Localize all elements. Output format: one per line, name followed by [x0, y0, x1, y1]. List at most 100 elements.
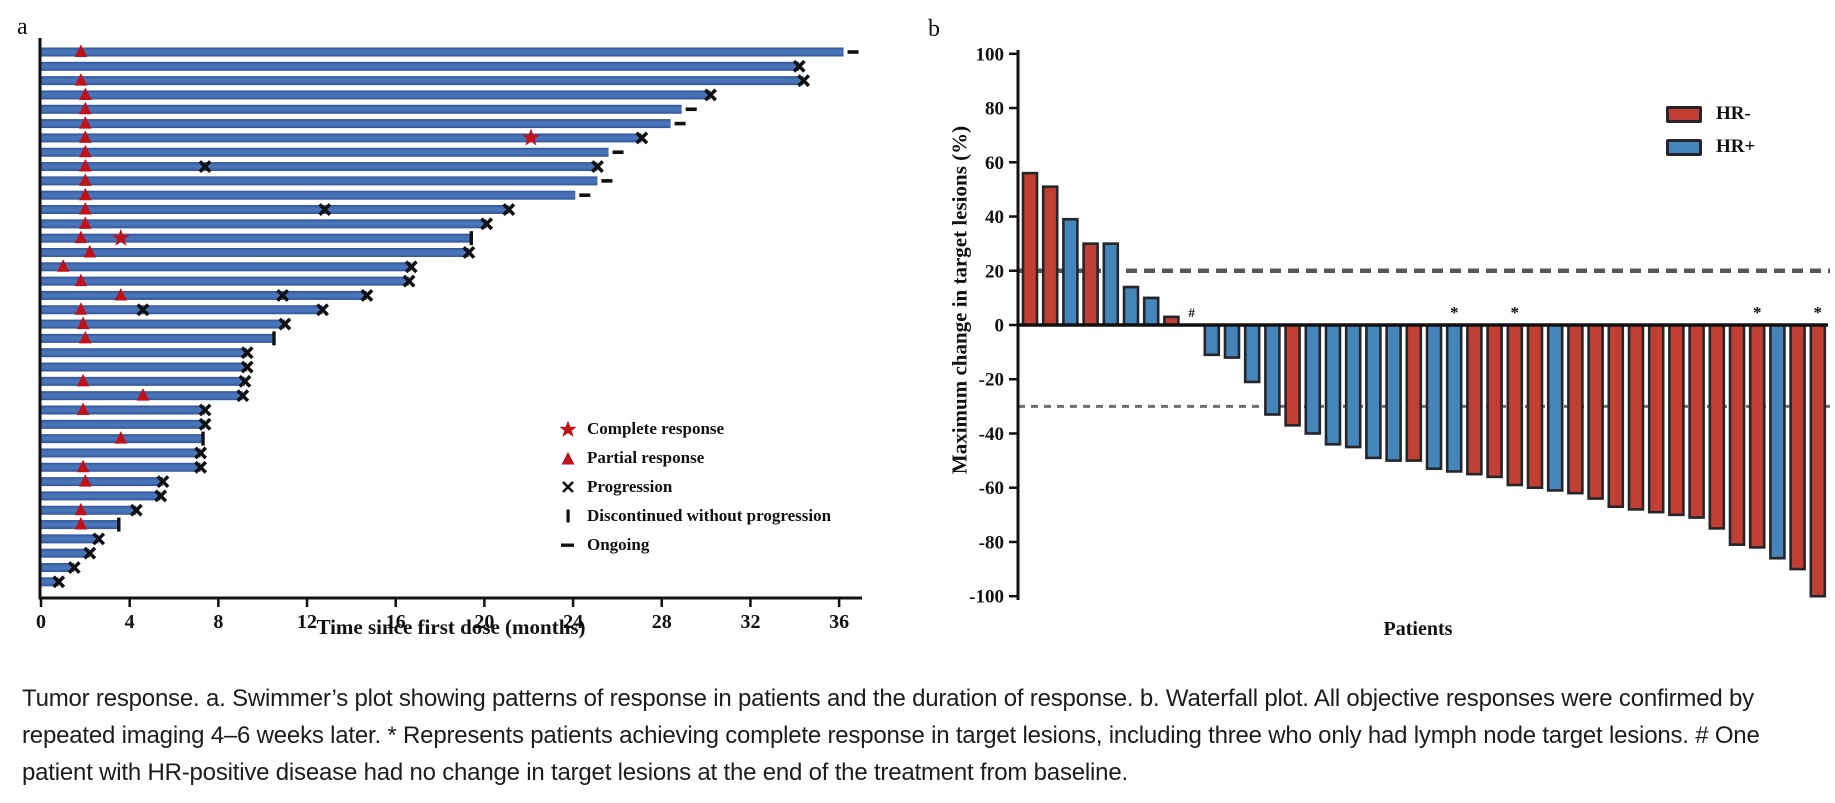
waterfall-bar	[1647, 323, 1665, 514]
progression-x-marker	[83, 546, 97, 560]
progression-x-marker	[52, 575, 66, 589]
partial-response-triangle	[76, 316, 90, 330]
partial-response-triangle	[136, 388, 150, 401]
swimmer-x-tick-label: 36	[829, 611, 849, 633]
no-change-hash-annotation: #	[1188, 305, 1195, 320]
waterfall-bar	[1405, 323, 1423, 462]
partial-response-triangle	[76, 402, 90, 415]
progression-x-marker	[92, 532, 106, 546]
progression-x-marker	[797, 74, 811, 88]
waterfall-bar	[1284, 323, 1301, 427]
waterfall-bar	[1567, 323, 1584, 495]
partial-response-triangle	[74, 517, 88, 530]
partial-response-triangle	[56, 259, 70, 272]
complete-response-asterisk: *	[1753, 303, 1762, 322]
partial-response-triangle	[79, 159, 92, 172]
swimmer-bar	[41, 405, 206, 415]
swimmer-bar	[41, 491, 161, 501]
partial-response-triangle	[79, 330, 92, 344]
waterfall-bar	[1203, 323, 1221, 357]
waterfall-bar	[1587, 323, 1604, 500]
waterfall-bar	[1304, 323, 1322, 435]
ongoing-dash-marker	[685, 107, 697, 112]
ongoing-dash-marker	[579, 193, 591, 197]
waterfall-bar	[1102, 242, 1120, 327]
partial-response-triangle	[74, 73, 88, 86]
partial-response-triangle	[79, 144, 92, 158]
swimmer-bar	[41, 90, 711, 100]
progression-x-marker	[792, 59, 806, 73]
progression-x-marker	[240, 346, 254, 360]
hr-negative-swatch	[1666, 105, 1702, 123]
x-icon	[556, 479, 580, 495]
legend-item-discontinued: Discontinued without progression	[556, 505, 831, 527]
swimmer-x-tick-label: 20	[474, 611, 494, 633]
partial-response-triangle	[114, 431, 128, 444]
complete-response-star	[521, 128, 540, 146]
legend-label: Partial response	[587, 448, 705, 467]
waterfall-bar	[1223, 323, 1241, 359]
swimmer-bar	[41, 162, 598, 172]
waterfall-bar	[1021, 171, 1039, 327]
progression-x-marker	[136, 303, 150, 317]
legend-item-complete-response: Complete response	[556, 418, 831, 440]
waterfall-bar	[1466, 323, 1483, 476]
swimmer-legend: Complete response Partial response Progr…	[556, 418, 831, 556]
panel-a-label: a	[17, 14, 28, 40]
complete-response-asterisk: *	[1511, 303, 1520, 322]
waterfall-y-tick-label: 60	[985, 153, 1004, 174]
swimmer-bar	[41, 348, 248, 358]
swimmer-bar	[41, 319, 285, 329]
figure-caption: Tumor response. a. Swimmer’s plot showin…	[22, 685, 1760, 786]
ongoing-dash-marker	[601, 179, 613, 183]
legend-label: Progression	[587, 477, 673, 496]
swimmer-bar	[41, 61, 800, 71]
partial-response-triangle	[74, 44, 88, 57]
discontinued-marker	[469, 231, 473, 246]
partial-response-triangle	[83, 244, 97, 258]
waterfall-bar	[1688, 323, 1705, 519]
swimmer-bar	[41, 205, 509, 215]
waterfall-bar	[1324, 323, 1342, 446]
progression-x-marker	[316, 303, 329, 317]
waterfall-x-axis-title: Patients	[1383, 618, 1453, 640]
waterfall-y-tick-label: -100	[969, 587, 1004, 608]
waterfall-bar	[1607, 323, 1625, 509]
progression-x-marker	[238, 374, 252, 388]
hr-positive-swatch	[1666, 138, 1702, 156]
swimmer-bar	[41, 290, 367, 300]
legend-item-ongoing: Ongoing	[556, 534, 831, 556]
progression-x-marker	[240, 360, 254, 374]
waterfall-y-axis-title: Maximum change in target lesions (%)	[947, 125, 972, 475]
partial-response-triangle	[79, 101, 92, 115]
swimmer-bar	[41, 47, 844, 57]
waterfall-bar	[1546, 323, 1564, 492]
waterfall-y-tick-label: -60	[979, 478, 1004, 499]
complete-response-star	[111, 228, 130, 246]
waterfall-bar	[1041, 185, 1059, 327]
waterfall-bar	[1526, 323, 1544, 490]
swimmer-bar	[41, 534, 99, 544]
progression-x-marker	[480, 217, 494, 231]
vertical-bar-icon	[556, 507, 580, 525]
partial-response-triangle	[74, 273, 88, 287]
partial-response-triangle	[114, 287, 128, 301]
waterfall-bar	[1385, 323, 1402, 462]
partial-response-triangle	[74, 502, 88, 516]
legend-label: Ongoing	[587, 535, 650, 554]
progression-x-marker	[67, 561, 81, 574]
swimmer-bar	[41, 448, 201, 458]
complete-response-asterisk: *	[1450, 303, 1459, 322]
legend-label: HR-	[1716, 103, 1751, 124]
partial-response-triangle	[74, 230, 88, 244]
progression-x-marker	[462, 246, 476, 259]
progression-x-marker	[198, 417, 212, 431]
swimmer-bar	[41, 219, 487, 229]
progression-x-marker	[404, 260, 418, 274]
progression-x-marker	[704, 88, 717, 102]
progression-x-marker	[318, 203, 332, 216]
legend-item-progression: Progression	[556, 476, 831, 498]
waterfall-bar	[1668, 323, 1685, 517]
progression-x-marker	[502, 203, 516, 216]
